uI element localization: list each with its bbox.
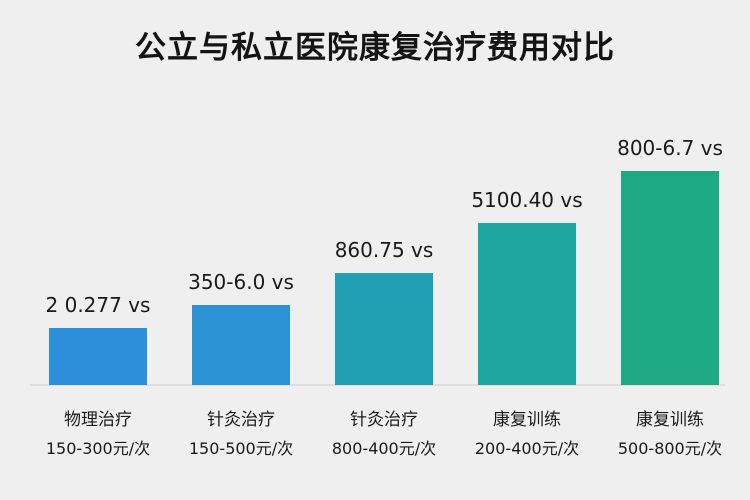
price-range-label-3: 800-400元/次 [332,439,436,458]
bar-3 [335,273,433,385]
bar-value-label-1: 2 0.277 vs [46,293,151,317]
category-label-4: 康复训练 [493,410,561,430]
price-range-label-2: 150-500元/次 [189,439,293,458]
price-range-label-1: 150-300元/次 [46,439,150,458]
category-label-5: 康复训练 [636,410,704,430]
bar-value-label-3: 860.75 vs [335,238,434,262]
category-label-1: 物理治疗 [64,410,132,430]
bar-value-label-4: 5100.40 vs [471,188,582,212]
bar-value-label-5: 800-6.7 vs [617,136,723,160]
category-label-3: 针灸治疗 [350,410,418,430]
bar-value-label-2: 350-6.0 vs [188,270,294,294]
bar-5 [621,171,719,385]
bar-2 [192,305,290,385]
price-range-label-5: 500-800元/次 [618,439,722,458]
bar-4 [478,223,576,385]
bar-1 [49,328,147,385]
price-range-label-4: 200-400元/次 [475,439,579,458]
category-label-2: 针灸治疗 [207,410,275,430]
chart-title: 公立与私立医院康复治疗费用对比 [135,30,615,66]
